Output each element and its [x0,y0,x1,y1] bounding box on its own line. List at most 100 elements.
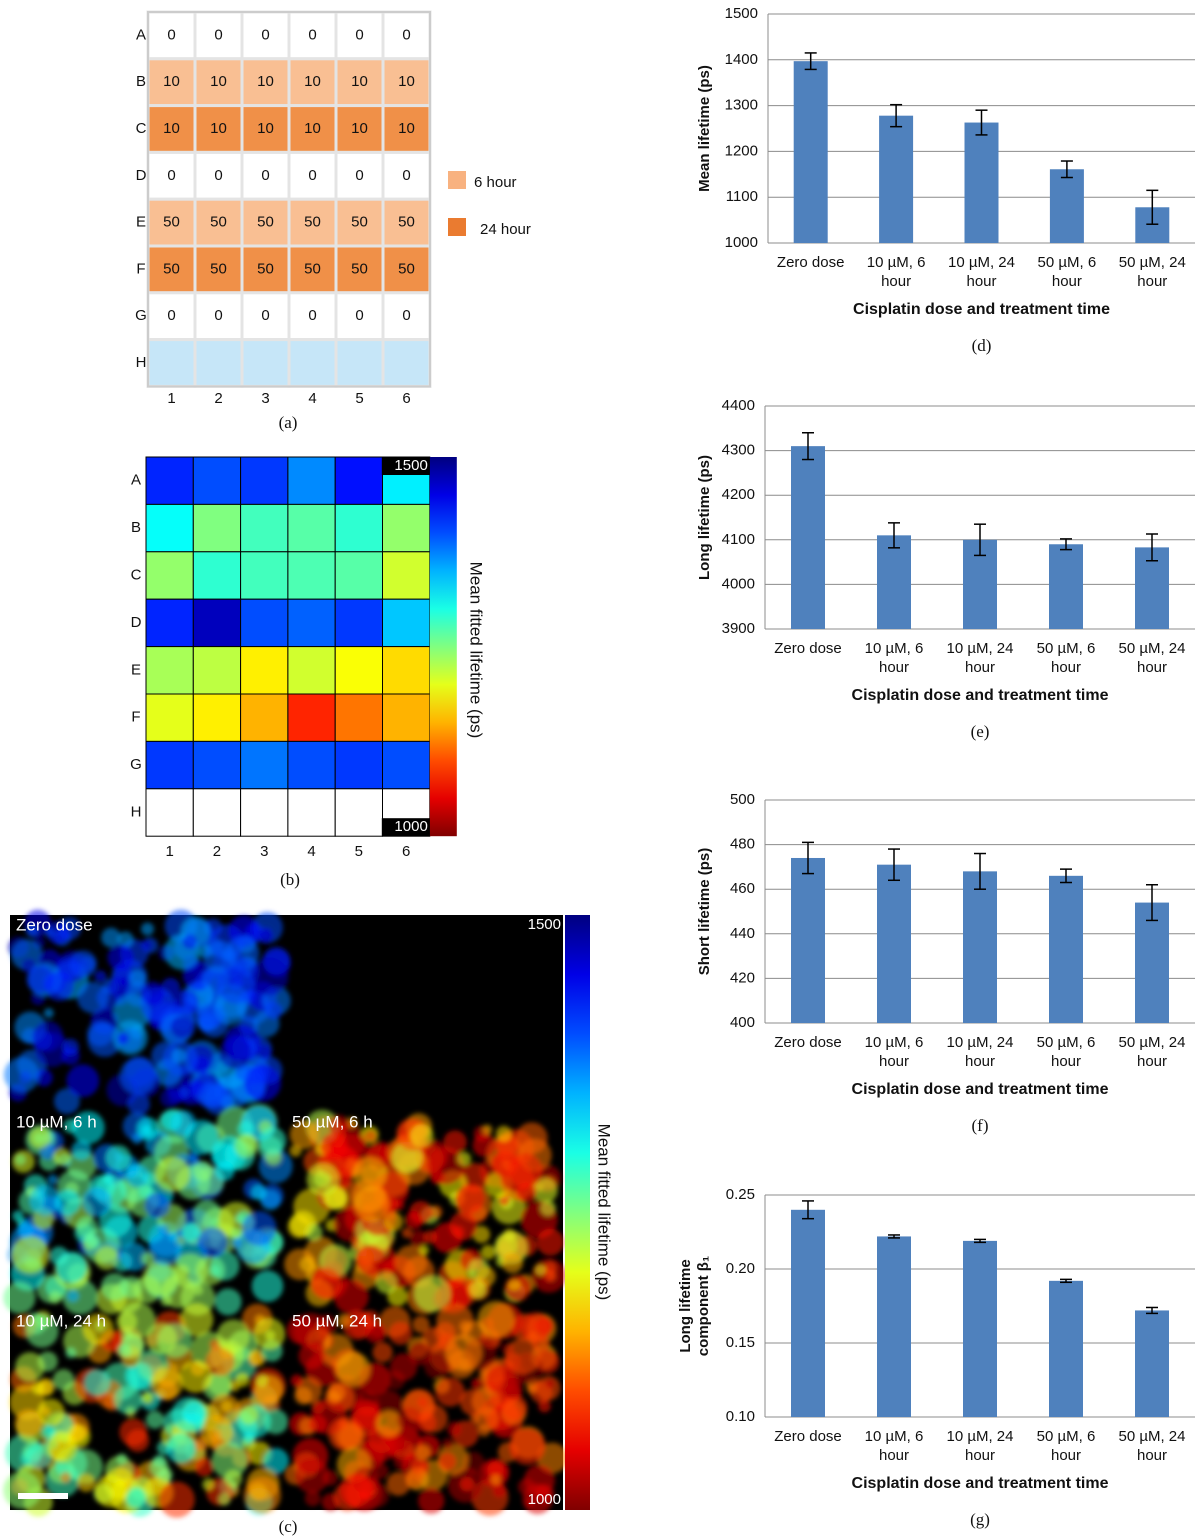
x-tick-label: 50 µM, 24 hour [1108,253,1196,291]
well-value: 0 [261,167,269,184]
col-label: 1 [165,843,173,860]
well-value: 0 [308,167,316,184]
x-tick-label-box: Zero dose [764,1427,852,1469]
cell-blob [95,1246,119,1270]
cell-blob [161,1110,182,1131]
row-label: H [136,354,147,371]
cell-blob [172,1049,186,1063]
x-tick-label: 50 µM, 24 hour [1108,639,1196,677]
y-tick-label: 1400 [725,51,758,68]
cell-blob [198,1227,228,1257]
bar [791,446,825,629]
cell-blob [77,1474,95,1492]
y-tick-label: 440 [730,925,755,942]
y-tick-label: 0.10 [726,1408,755,1425]
well-value: 0 [355,26,363,43]
cell-blob [231,1238,242,1249]
y-tick-label: 4300 [722,442,755,459]
well-value: 0 [214,26,222,43]
well-value: 0 [355,167,363,184]
y-axis-label: Short lifetime (ps) [696,848,713,976]
cell-blob [158,1224,168,1234]
row-label: A [136,26,146,43]
x-tick-label: Zero dose [767,253,855,272]
well-value: 50 [304,260,321,277]
cell-blob [202,1478,214,1490]
bar [877,1236,911,1417]
cell-blob [215,1288,242,1315]
well-value: 0 [308,307,316,324]
y-tick-label: 4100 [722,531,755,548]
y-tick-label: 1000 [725,234,758,251]
well-value: 50 [163,214,180,231]
cell-blob [117,1033,128,1044]
x-tick-label: 50 µM, 24 hour [1108,1427,1196,1465]
cell-blob [540,1200,556,1216]
bar [1049,1281,1083,1417]
heat-cell [383,504,430,551]
x-axis-label: Cisplatin dose and treatment time [852,1475,1109,1492]
x-tick-label-box: 10 µM, 24 hour [938,253,1026,295]
bar [794,61,828,243]
well-value: 0 [355,307,363,324]
heat-cell [241,599,288,646]
well-value: 0 [167,26,175,43]
cell-blob [119,1057,156,1094]
heat-cell [335,647,382,694]
cell-blob [160,1294,172,1306]
x-tick-label-box: 10 µM, 6 hour [852,253,940,295]
x-tick-label: 10 µM, 24 hour [938,253,1026,291]
cell-blob [235,1134,259,1158]
cell-blob [455,1184,485,1214]
cell-blob [11,1236,49,1274]
heat-cell [335,741,382,788]
cell-blob [481,1245,496,1260]
bar [791,1210,825,1417]
heat-cell [146,741,193,788]
well-value: 50 [210,260,227,277]
heat-cell [241,647,288,694]
x-axis-label: Cisplatin dose and treatment time [852,1081,1109,1098]
cell-blob [415,1445,431,1461]
cell-blob [251,1185,267,1201]
bar [1049,876,1083,1023]
cell-blob [12,1150,35,1173]
row-label: F [131,709,140,726]
cell-blob [76,1216,98,1238]
heat-cell [193,694,240,741]
cell-blob [443,1130,466,1153]
well-value: 10 [210,120,227,137]
well [289,340,336,387]
y-tick-label: 480 [730,836,755,853]
x-tick-label: Zero dose [764,639,852,658]
well-value: 10 [304,120,321,137]
cell-blob [327,1391,340,1404]
cell-blob [218,1493,230,1505]
x-tick-label: 10 µM, 24 hour [936,639,1024,677]
colorbar-label: Mean fitted lifetime (ps) [595,1124,614,1301]
well-value: 0 [308,26,316,43]
y-tick-label: 4400 [722,397,755,414]
cell-blob [291,1374,303,1386]
y-tick-label: 0.15 [726,1334,755,1351]
well-value: 10 [257,120,274,137]
cell-blob [294,1458,329,1493]
bar [963,1241,997,1417]
well-value: 0 [214,167,222,184]
caption: (g) [970,1510,990,1529]
cell-blob [171,1016,193,1038]
heat-cell [146,599,193,646]
cell-blob [384,1212,403,1231]
cell-blob [338,1419,348,1429]
heat-cell [383,741,430,788]
col-label: 6 [402,390,410,407]
heat-cell [335,457,382,504]
cell-blob [146,1411,164,1429]
cell-blob [376,1272,398,1294]
cell-blob [15,1352,45,1382]
cell-blob [419,1404,447,1432]
cell-blob [109,976,130,997]
x-tick-label-box: 10 µM, 24 hour [936,639,1024,681]
col-label: 2 [213,843,221,860]
cell-blob [141,1252,154,1265]
